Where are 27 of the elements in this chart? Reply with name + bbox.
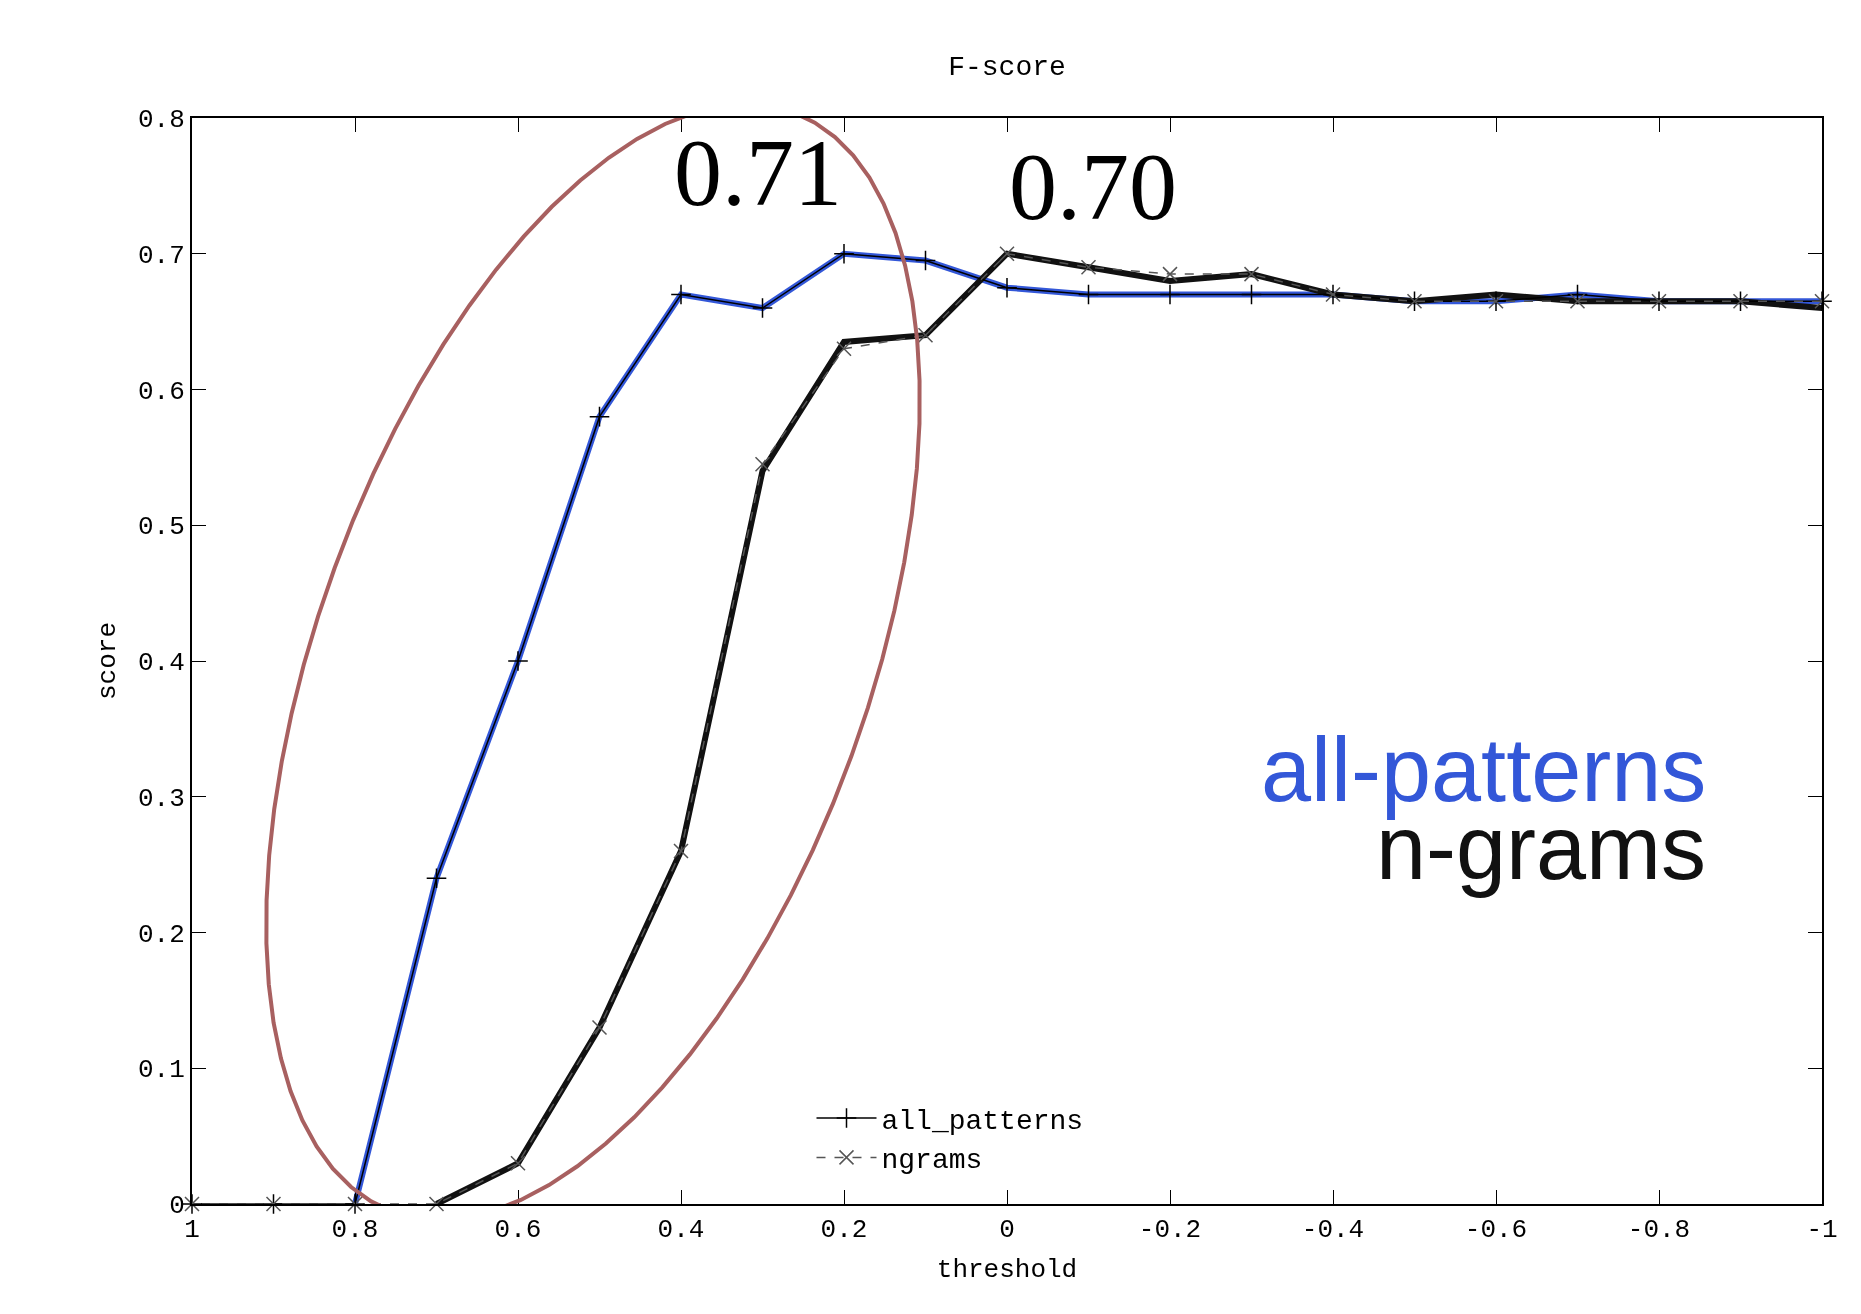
x-tick-label: 0.8 [331, 1215, 379, 1246]
y-tick-label: 0.8 [137, 105, 185, 136]
x-tick-label: 0.4 [657, 1215, 705, 1246]
y-tick-label: 0.5 [137, 512, 185, 543]
y-tick-label: 0.6 [137, 376, 185, 407]
chart-title: F-score [948, 51, 1066, 83]
y-tick-label: 0.4 [137, 648, 185, 679]
x-tick-label: -0.6 [1464, 1215, 1528, 1246]
x-tick-label: 0.2 [820, 1215, 868, 1246]
legend-label: ngrams [881, 1145, 983, 1177]
x-tick-label: 0 [999, 1215, 1015, 1246]
y-tick-label: 0.1 [137, 1055, 185, 1086]
x-axis-title: threshold [936, 1255, 1078, 1286]
y-tick-label: 0.2 [137, 919, 185, 950]
x-tick-label: -1 [1806, 1215, 1838, 1246]
y-tick-label: 0.7 [137, 240, 185, 271]
annotation: 0.71 [674, 119, 842, 226]
x-tick-label: -0.2 [1138, 1215, 1202, 1246]
x-tick-label: 1 [184, 1215, 200, 1246]
annotation: 0.70 [1009, 133, 1177, 240]
y-tick-label: 0.3 [137, 783, 185, 814]
y-tick-label: 0 [169, 1191, 185, 1222]
y-axis-title: score [92, 621, 123, 701]
legend-label: all_patterns [881, 1105, 1084, 1137]
x-tick-label: -0.8 [1627, 1215, 1691, 1246]
x-tick-label: -0.4 [1301, 1215, 1365, 1246]
x-tick-label: 0.6 [494, 1215, 542, 1246]
